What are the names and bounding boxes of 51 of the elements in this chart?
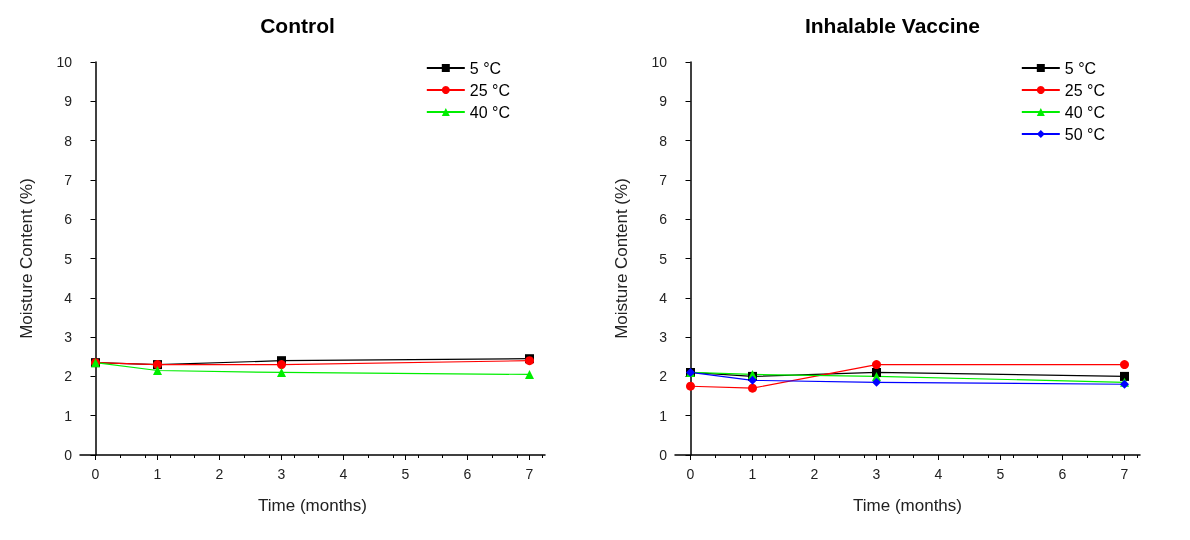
x-tick-label: 2: [215, 466, 224, 482]
legend-label: 5 °C: [1064, 59, 1097, 77]
y-tick-label: 4: [659, 289, 668, 306]
y-axis-title: Moisture Content (%): [612, 178, 631, 339]
legend-label: 50 °C: [1064, 125, 1106, 143]
y-tick-label: 7: [64, 171, 73, 188]
x-tick-label: 5: [401, 466, 410, 482]
x-tick-label: 3: [872, 466, 881, 482]
legend-label: 25 °C: [469, 81, 511, 99]
y-tick-label: 8: [659, 132, 668, 149]
x-tick-label: 4: [339, 466, 348, 482]
chart-title: Control: [260, 14, 335, 37]
y-tick-label: 10: [56, 54, 73, 70]
y-tick-label: 3: [659, 329, 668, 346]
x-tick-label: 7: [525, 466, 534, 482]
legend-label: 40 °C: [469, 103, 511, 121]
y-tick-label: 0: [64, 447, 73, 463]
y-tick-label: 5: [64, 250, 73, 267]
x-tick-label: 5: [996, 466, 1005, 482]
y-tick-label: 7: [659, 171, 668, 188]
y-tick-label: 9: [64, 93, 73, 110]
x-tick-label: 0: [91, 466, 100, 482]
y-tick-label: 6: [64, 211, 73, 228]
y-tick-label: 3: [64, 329, 73, 346]
x-axis-title: Time (months): [258, 496, 367, 515]
x-tick-label: 6: [463, 466, 472, 482]
x-tick-label: 6: [1058, 466, 1067, 482]
x-tick-label: 2: [810, 466, 819, 482]
x-tick-label: 1: [153, 466, 162, 482]
y-tick-label: 0: [659, 447, 668, 463]
y-tick-label: 1: [64, 407, 73, 424]
y-tick-label: 4: [64, 289, 73, 306]
y-tick-label: 10: [651, 54, 668, 70]
legend-label: 5 °C: [469, 59, 502, 77]
x-tick-label: 3: [277, 466, 286, 482]
legend-label: 25 °C: [1064, 81, 1106, 99]
chart-title: Inhalable Vaccine: [804, 14, 981, 37]
x-axis-title: Time (months): [853, 496, 962, 515]
y-axis-title: Moisture Content (%): [17, 178, 36, 339]
x-tick-label: 1: [748, 466, 757, 482]
y-tick-label: 2: [64, 368, 73, 385]
x-tick-label: 0: [686, 466, 695, 482]
x-tick-label: 7: [1120, 466, 1129, 482]
legend-label: 40 °C: [1064, 103, 1106, 121]
y-tick-label: 5: [659, 250, 668, 267]
y-tick-label: 8: [64, 132, 73, 149]
y-tick-label: 9: [659, 93, 668, 110]
x-tick-label: 4: [934, 466, 943, 482]
y-tick-label: 2: [659, 368, 668, 385]
y-tick-label: 6: [659, 211, 668, 228]
y-tick-label: 1: [659, 407, 668, 424]
